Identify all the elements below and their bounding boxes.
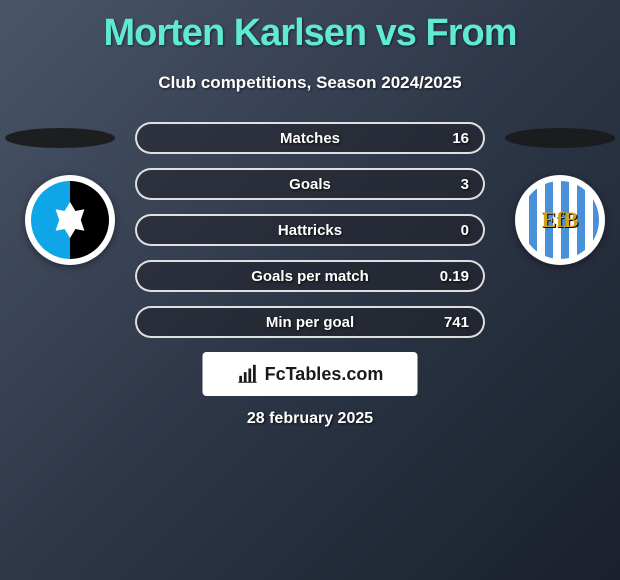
- subtitle: Club competitions, Season 2024/2025: [0, 73, 620, 93]
- team-crest-left: [25, 175, 115, 265]
- stats-container: Matches 16 Goals 3 Hattricks 0 Goals per…: [135, 122, 485, 352]
- stat-value: 3: [461, 176, 469, 193]
- team-crest-right: [515, 175, 605, 265]
- crest-left-graphic: [31, 181, 109, 259]
- stat-value: 741: [444, 314, 469, 331]
- stat-row-goals: Goals 3: [135, 168, 485, 200]
- stat-label: Hattricks: [278, 222, 342, 239]
- crest-shadow-left: [5, 128, 115, 148]
- page-title: Morten Karlsen vs From: [0, 0, 620, 55]
- brand-badge: FcTables.com: [203, 352, 418, 396]
- stat-label: Matches: [280, 130, 340, 147]
- date-text: 28 february 2025: [247, 410, 373, 428]
- crest-right-graphic: [521, 181, 599, 259]
- stat-value: 0.19: [440, 268, 469, 285]
- crest-shadow-right: [505, 128, 615, 148]
- chart-icon: [237, 363, 259, 385]
- stat-label: Goals: [289, 176, 331, 193]
- stat-row-matches: Matches 16: [135, 122, 485, 154]
- stat-row-min-per-goal: Min per goal 741: [135, 306, 485, 338]
- brand-text: FcTables.com: [265, 364, 384, 385]
- stat-row-goals-per-match: Goals per match 0.19: [135, 260, 485, 292]
- stat-label: Min per goal: [266, 314, 354, 331]
- stat-value: 16: [452, 130, 469, 147]
- stat-row-hattricks: Hattricks 0: [135, 214, 485, 246]
- stat-value: 0: [461, 222, 469, 239]
- stat-label: Goals per match: [251, 268, 369, 285]
